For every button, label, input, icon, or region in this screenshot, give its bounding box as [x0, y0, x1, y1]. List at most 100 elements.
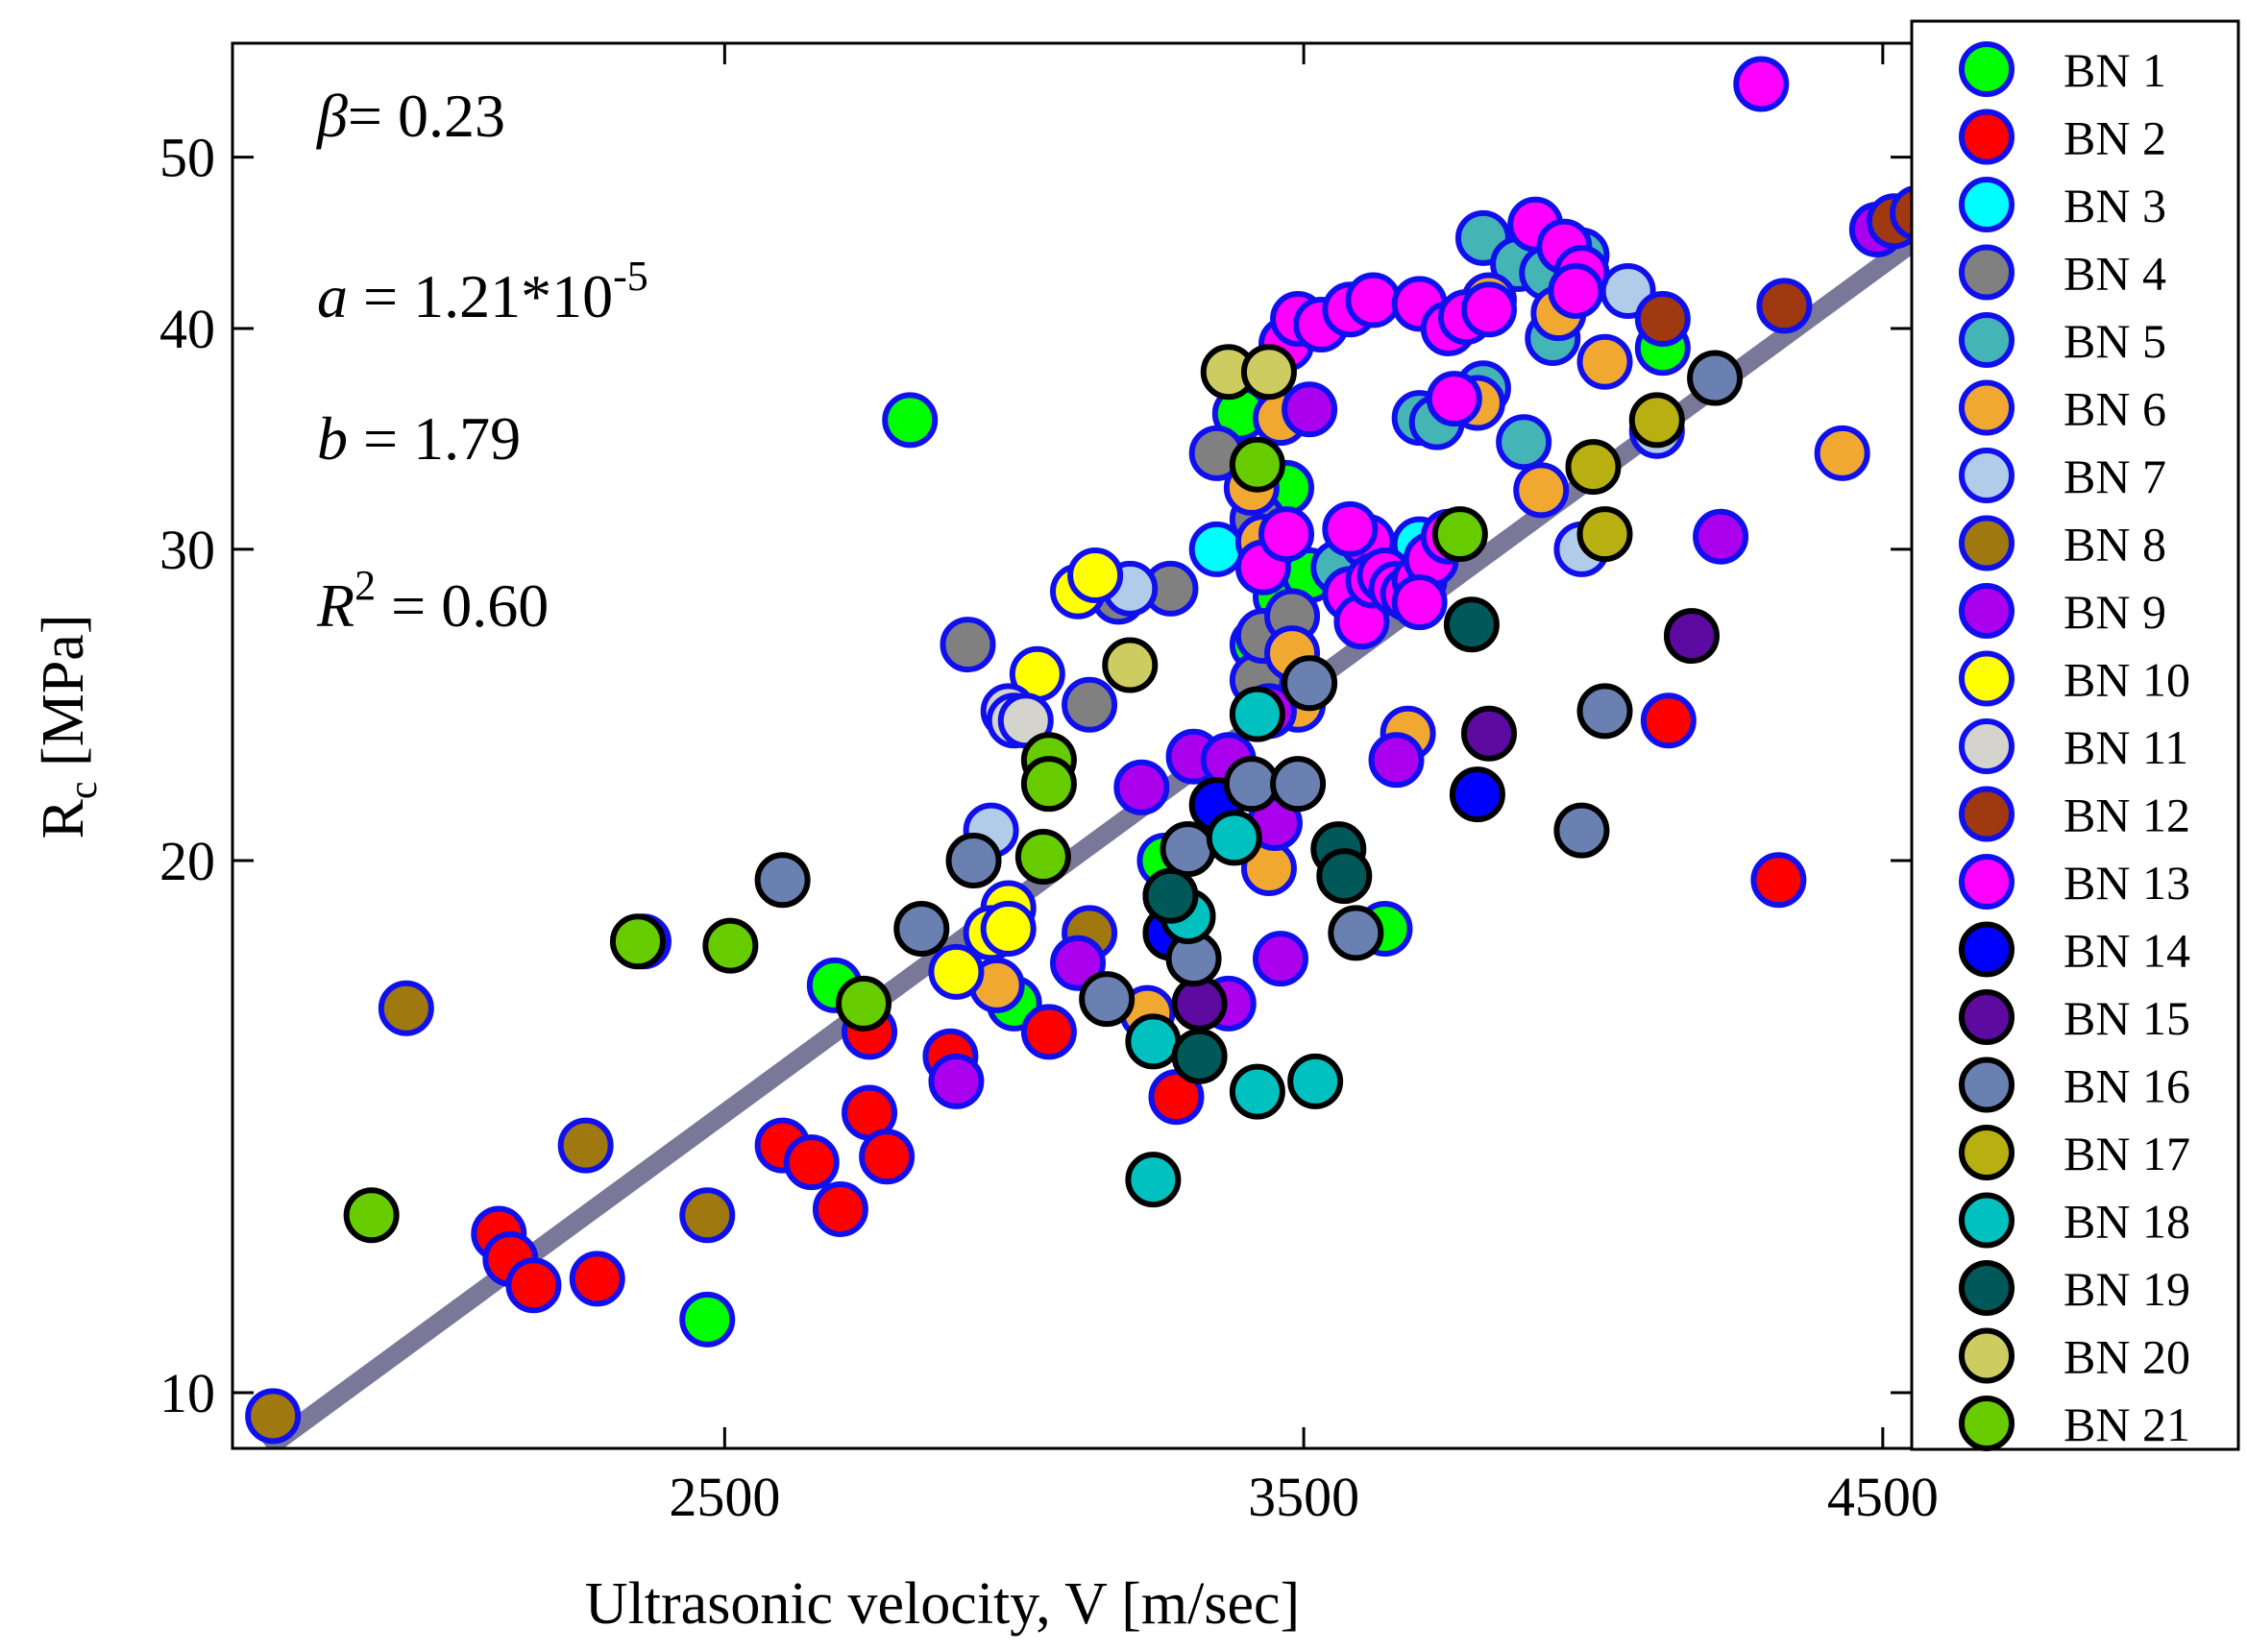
legend-marker: [1959, 1260, 2015, 1316]
y-axis-title-main: R: [31, 798, 96, 838]
legend-marker: [1959, 718, 2015, 774]
legend-marker: [1959, 379, 2015, 436]
series-bn-16: [754, 350, 1744, 1028]
data-point: [1014, 829, 1071, 886]
legend-entry: BN 1: [1959, 41, 2166, 97]
series-bn-18: [1125, 686, 1344, 1208]
y-axis-title: Rc [MPa]: [31, 615, 106, 839]
data-point: [1328, 905, 1384, 961]
y-tick-label: 10: [159, 1362, 215, 1424]
legend-entry: BN 15: [1959, 989, 2190, 1045]
data-point: [1322, 500, 1379, 557]
data-point: [1576, 333, 1633, 390]
beta-value: = 0.23: [348, 82, 505, 150]
data-point: [702, 917, 759, 974]
series-bn-11: [980, 683, 1054, 749]
legend-label: BN 12: [2064, 789, 2190, 842]
data-point: [1733, 56, 1790, 112]
data-point: [1548, 262, 1604, 319]
beta-symbol: β: [315, 82, 348, 150]
data-point: [1443, 596, 1500, 653]
series-bn-21: [343, 436, 1488, 1244]
data-point: [1890, 185, 1912, 240]
legend-label: BN 10: [2064, 653, 2190, 707]
data-point: [1282, 381, 1338, 438]
data-point: [1750, 852, 1807, 909]
data-point: [1634, 291, 1691, 348]
annotation-layer: β= 0.23 a = 1.21*10-5 b = 1.79 R2 = 0.60: [315, 82, 648, 640]
legend-marker: [1959, 41, 2015, 97]
legend-label: BN 1: [2064, 43, 2166, 97]
a-symbol: a: [317, 262, 348, 330]
legend-marker: [1959, 921, 2015, 978]
y-tick-label: 40: [159, 298, 215, 360]
legend-entry: BN 12: [1959, 786, 2190, 842]
legend-entry: BN 5: [1959, 312, 2166, 368]
data-point: [940, 617, 996, 673]
r2-value: = 0.60: [376, 571, 549, 640]
legend-label: BN 8: [2064, 518, 2166, 571]
x-axis-title: Ultrasonic velocity, V [m/sec]: [585, 1571, 1300, 1637]
a-value: = 1.21*10: [348, 262, 613, 330]
data-point: [928, 1053, 985, 1109]
axes-layer: 2500 3500 4500 10 20 30 40 50 Ultrasonic velocit…: [31, 41, 1939, 1637]
r2-exponent: 2: [354, 562, 376, 609]
data-point: [679, 1291, 736, 1348]
r2-symbol: R: [316, 571, 354, 640]
legend-entry: BN 6: [1959, 379, 2166, 436]
legend-entry: BN 3: [1959, 177, 2166, 232]
legend-label: BN 19: [2064, 1262, 2190, 1316]
legend-marker: [1959, 854, 2015, 910]
legend-entry: BN 17: [1959, 1125, 2190, 1180]
legend-entry: BN 8: [1959, 515, 2166, 571]
data-point: [1391, 574, 1448, 631]
plot-area: [245, 56, 1912, 1448]
legend-marker: [1959, 1125, 2015, 1180]
data-point: [1693, 508, 1749, 565]
series-bn-20: [1102, 344, 1297, 693]
data-point: [1148, 1069, 1205, 1126]
data-point: [245, 1388, 302, 1445]
data-point: [1258, 506, 1315, 563]
legend-label: BN 5: [2064, 314, 2166, 368]
legend-marker: [1959, 650, 2015, 707]
annotation-a: a = 1.21*10-5: [317, 253, 648, 330]
data-point: [1316, 848, 1373, 905]
plot-layer: [245, 56, 1912, 1448]
data-point: [1513, 462, 1570, 519]
legend-label: BN 11: [2064, 720, 2188, 774]
legend-label: BN 21: [2064, 1397, 2190, 1451]
legend-entry: BN 14: [1959, 921, 2190, 978]
legend-entry: BN 9: [1959, 583, 2166, 639]
data-point: [1252, 931, 1308, 987]
legend-entry: BN 4: [1959, 244, 2166, 301]
legend-entry: BN 11: [1959, 718, 2188, 774]
data-point: [1171, 1028, 1228, 1084]
data-point: [1756, 278, 1813, 334]
legend-label: BN 3: [2064, 179, 2166, 232]
data-point: [893, 900, 950, 957]
data-point: [1460, 705, 1517, 762]
data-point: [836, 975, 892, 1032]
data-point: [1368, 732, 1425, 789]
legend-marker: [1959, 515, 2015, 571]
legend-marker: [1959, 448, 2015, 503]
legend-entry: BN 19: [1959, 1260, 2190, 1316]
legend-entry: BN 7: [1959, 448, 2166, 503]
legend-marker: [1959, 1396, 2015, 1451]
data-point: [1020, 756, 1077, 813]
data-point: [1496, 414, 1552, 471]
data-point: [378, 980, 434, 1036]
data-point: [1229, 436, 1285, 493]
y-axis-title-sub: c: [61, 781, 106, 799]
legend-marker: [1959, 177, 2015, 232]
legend-label: BN 18: [2064, 1195, 2190, 1249]
y-tick-label: 50: [159, 127, 215, 189]
legend-label: BN 13: [2064, 856, 2190, 910]
data-point: [1426, 371, 1482, 427]
data-point: [1449, 766, 1505, 823]
legend-entry: BN 2: [1959, 109, 2166, 165]
data-point: [980, 900, 1037, 957]
data-point: [505, 1257, 562, 1314]
legend-label: BN 9: [2064, 585, 2166, 639]
